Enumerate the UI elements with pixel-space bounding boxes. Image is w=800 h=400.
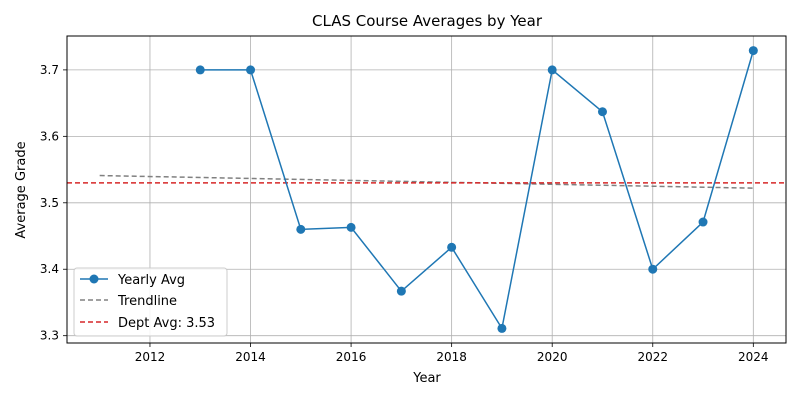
x-tick-label: 2020 xyxy=(537,350,568,364)
y-tick-label: 3.5 xyxy=(40,196,59,210)
x-tick-label: 2024 xyxy=(738,350,769,364)
x-tick-label: 2012 xyxy=(135,350,166,364)
plot-frame xyxy=(66,35,787,344)
x-tick-label: 2018 xyxy=(436,350,467,364)
x-tick-label: 2022 xyxy=(637,350,668,364)
yearly-avg-point xyxy=(597,107,607,117)
chart-title: CLAS Course Averages by Year xyxy=(312,12,543,30)
x-axis: 2012 2014 2016 2018 2020 2022 2024 xyxy=(135,343,769,364)
yearly-avg-point xyxy=(447,242,457,252)
x-axis-label: Year xyxy=(412,371,441,386)
legend: Yearly Avg Trendline Dept Avg: 3.53 xyxy=(73,267,228,337)
x-tick-label: 2016 xyxy=(336,350,367,364)
yearly-avg-point xyxy=(296,224,306,234)
plot-area xyxy=(67,46,786,333)
yearly-avg-point xyxy=(195,65,205,75)
yearly-avg-point xyxy=(497,323,507,333)
legend-label-yearly: Yearly Avg xyxy=(117,273,185,288)
yearly-avg-point xyxy=(698,217,708,227)
yearly-avg-point xyxy=(748,46,758,56)
yearly-avg-point xyxy=(547,65,557,75)
yearly-avg-point xyxy=(346,222,356,232)
y-tick-label: 3.7 xyxy=(40,63,59,77)
yearly-avg-point xyxy=(648,264,658,274)
y-axis: 3.3 3.4 3.5 3.6 3.7 xyxy=(40,63,67,343)
y-tick-label: 3.6 xyxy=(40,129,59,143)
legend-label-dept: Dept Avg: 3.53 xyxy=(118,316,215,331)
trendline xyxy=(99,174,754,189)
legend-box xyxy=(73,267,228,337)
yearly-avg-point xyxy=(396,286,406,296)
yearly-avg-point xyxy=(246,65,256,75)
legend-label-trend: Trendline xyxy=(117,294,177,309)
x-tick-label: 2014 xyxy=(235,350,266,364)
legend-marker-yearly xyxy=(89,274,99,284)
y-tick-label: 3.4 xyxy=(40,262,59,276)
y-tick-label: 3.3 xyxy=(40,329,59,343)
yearly-avg-line xyxy=(200,50,755,331)
y-axis-label: Average Grade xyxy=(14,141,29,238)
